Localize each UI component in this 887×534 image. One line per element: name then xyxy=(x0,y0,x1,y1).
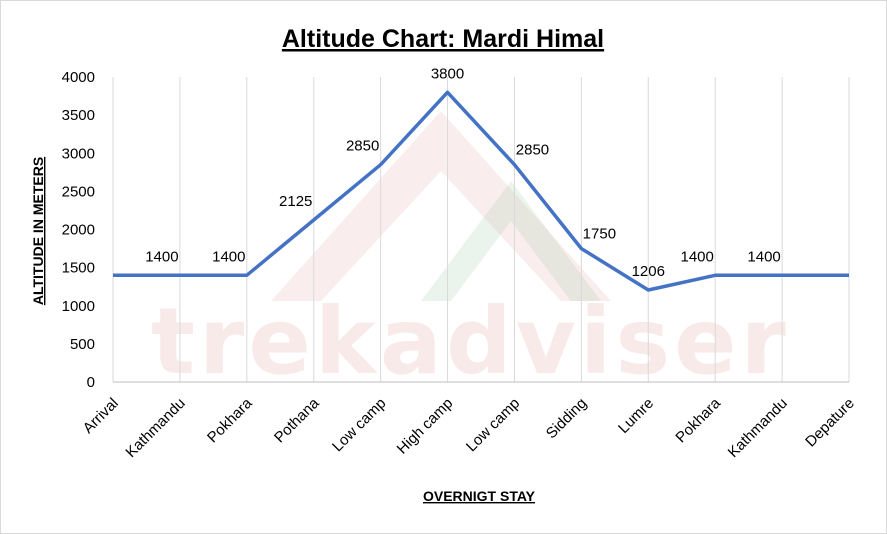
chart-title: Altitude Chart: Mardi Himal xyxy=(282,25,604,53)
data-label: 2850 xyxy=(516,142,549,159)
y-tick-label: 0 xyxy=(87,374,95,391)
y-tick-label: 1500 xyxy=(62,260,95,277)
x-axis-ticks: Arrival Kathmandu Pokhara Pothana Low camp Hi… xyxy=(80,394,858,461)
data-label: 1400 xyxy=(747,248,780,265)
y-tick-label: 2000 xyxy=(62,222,95,239)
y-tick-label: 500 xyxy=(70,336,95,353)
data-label: 1206 xyxy=(632,263,665,280)
y-axis-ticks: 0 500 1000 1500 2000 2500 3000 3500 4000 xyxy=(62,69,95,391)
y-tick-label: 1000 xyxy=(62,298,95,315)
y-tick-label: 4000 xyxy=(62,69,95,86)
y-tick-label: 3500 xyxy=(62,107,95,124)
x-tick-label: Arrival xyxy=(80,395,122,437)
x-tick-label: Sidding xyxy=(543,395,590,442)
x-tick-label: Depature xyxy=(802,395,858,451)
x-tick-label: Pothana xyxy=(271,394,323,446)
data-label: 3800 xyxy=(431,65,464,82)
x-tick-label: Kathmandu xyxy=(725,395,791,461)
data-label: 2125 xyxy=(279,193,312,210)
data-label: 1400 xyxy=(680,248,713,265)
y-tick-label: 3000 xyxy=(62,145,95,162)
y-tick-label: 2500 xyxy=(62,183,95,200)
y-axis-title: ALTITUDE IN METERS xyxy=(30,157,46,305)
x-tick-label: Low camp xyxy=(463,395,523,455)
x-tick-label: High camp xyxy=(394,395,457,458)
data-label: 1750 xyxy=(583,226,616,243)
data-label: 2850 xyxy=(346,138,379,155)
x-axis-title: OVERNIGT STAY xyxy=(423,488,536,504)
watermark-text: trekadviser xyxy=(151,288,790,395)
series-line xyxy=(113,90,849,292)
x-tick-label: Pokhara xyxy=(672,394,724,446)
x-tick-label: Lumre xyxy=(615,395,657,437)
x-tick-label: Pokhara xyxy=(204,394,256,446)
data-label: 1400 xyxy=(145,248,178,265)
gridlines xyxy=(112,77,850,382)
data-label: 1400 xyxy=(212,248,245,265)
data-labels: 1400 1400 2125 2850 3800 2850 1750 1206 1400 1400 xyxy=(145,65,781,280)
watermark-logo: trekadviser xyxy=(151,111,790,395)
x-tick-label: Low camp xyxy=(329,395,389,455)
x-tick-label: Kathmandu xyxy=(122,395,188,461)
